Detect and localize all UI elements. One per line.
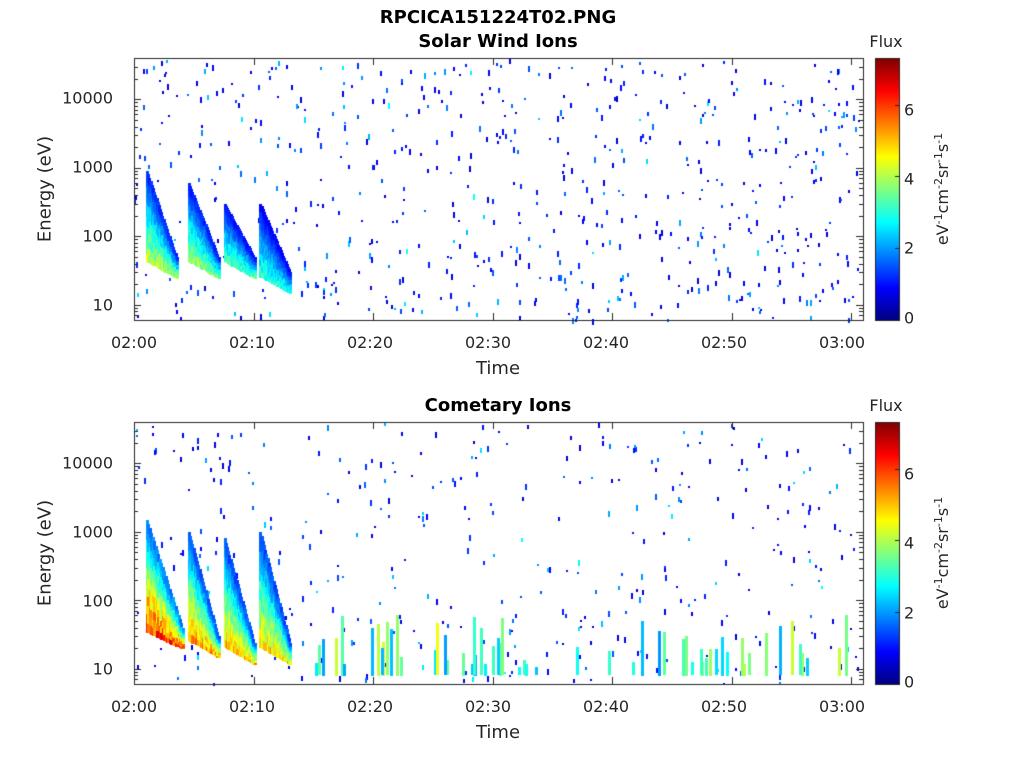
panel-1-xtick-0210: 02:10 [228, 333, 276, 352]
panel-2-ytick-10: 10 [92, 659, 113, 679]
panel-1-xtick-0230: 02:30 [464, 333, 512, 352]
panel-1-ytick-10: 10 [92, 295, 113, 315]
panel-1-ylabel: Energy (eV) [34, 135, 56, 243]
panel-2-cbtick-6: 6 [904, 464, 915, 484]
panel-2-xtick-0210: 02:10 [228, 697, 276, 716]
panel-2-title: Cometary Ions [424, 395, 572, 416]
panel-2-colorbar-label: eV-1cm-2sr-1s-1 [931, 496, 953, 610]
panel-2-xtick-0240: 02:40 [582, 697, 630, 716]
panel-1-colorbar-title: Flux [869, 32, 903, 51]
panel-1-ytick-10000: 10000 [62, 88, 113, 108]
panel-1-xtick-0240: 02:40 [582, 333, 630, 352]
panel-2-xtick-0230: 02:30 [464, 697, 512, 716]
panel-1-xtick-0200: 02:00 [110, 333, 158, 352]
panel-2-ytick-10000: 10000 [62, 453, 113, 473]
panel-1-xtick-0250: 02:50 [700, 333, 748, 352]
panel-2-ytick-100: 100 [82, 591, 113, 611]
figure-title: RPCICA151224T02.PNG [379, 7, 617, 28]
panel-1-xlabel: Time [475, 358, 521, 379]
panel-2-cbtick-0: 0 [904, 672, 915, 692]
panel-1-xtick-0220: 02:20 [346, 333, 394, 352]
panel-1-colorbar-label: eV-1cm-2sr-1s-1 [931, 132, 953, 246]
panel-2-colorbar-title: Flux [869, 396, 903, 415]
panel-1-cbtick-0: 0 [904, 308, 915, 328]
panel-1-xtick-0300: 03:00 [818, 333, 866, 352]
panel-1-ytick-1000: 1000 [72, 157, 113, 177]
panel-2-xtick-0200: 02:00 [110, 697, 158, 716]
panel-2-ytick-1000: 1000 [72, 522, 113, 542]
panel-2-xtick-0300: 03:00 [818, 697, 866, 716]
panel-1-ytick-100: 100 [82, 226, 113, 246]
panel-1-cbtick-4: 4 [904, 169, 915, 189]
panel-2-cbtick-4: 4 [904, 533, 915, 553]
panel-1-cbtick-2: 2 [904, 238, 915, 258]
panel-2-xtick-0250: 02:50 [700, 697, 748, 716]
panel-2-cbtick-2: 2 [904, 603, 915, 623]
panel-2-xtick-0220: 02:20 [346, 697, 394, 716]
panel-1-title: Solar Wind Ions [418, 31, 578, 52]
panel-1-cbtick-6: 6 [904, 100, 915, 120]
panel-2-xlabel: Time [475, 722, 521, 743]
panel-2-ylabel: Energy (eV) [34, 499, 56, 607]
